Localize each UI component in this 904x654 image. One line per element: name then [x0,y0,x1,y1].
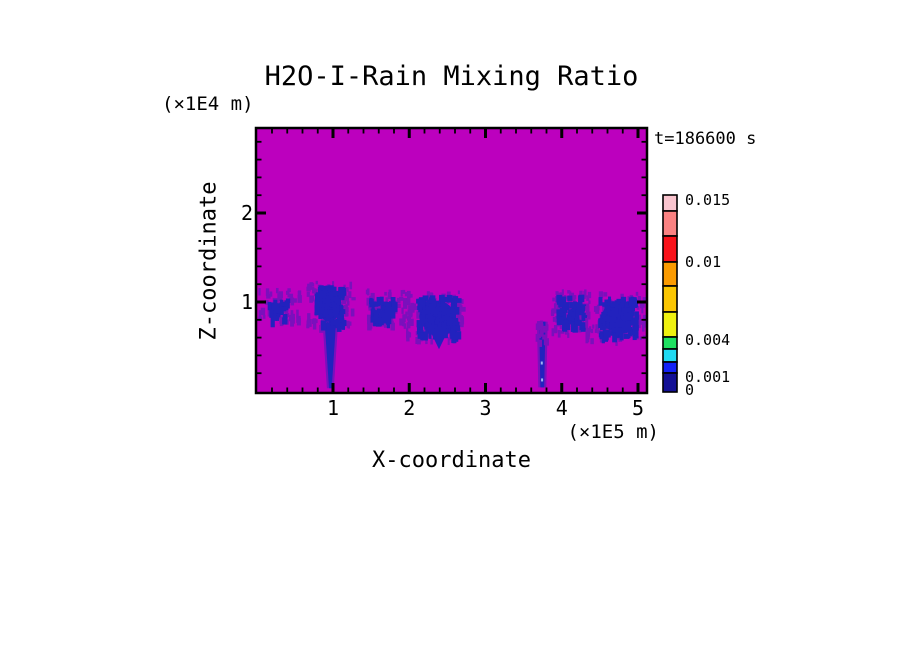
colorbar-segment [662,210,678,237]
rain-cells-layer [258,280,647,389]
rain-cell [365,288,413,331]
field-background [256,128,647,393]
x-tick-label: 5 [631,396,645,420]
rain-cell [306,280,356,389]
x-tick-label: 3 [479,396,492,420]
colorbar-segment [662,235,678,263]
rain-cell [550,289,590,340]
tick-marks [257,129,646,392]
plot-frame [254,126,649,395]
colorbar-segment [662,285,678,313]
colorbar-tick-label: 0.015 [685,191,731,209]
colorbar-segment [662,372,678,393]
chart-title: H2O-I-Rain Mixing Ratio [264,61,639,92]
x-tick-label: 4 [555,396,568,420]
colorbar-segment [662,311,678,338]
time-label: t=186600 s [654,129,757,149]
rain-cell-vee-tip [429,328,449,350]
rain-cell [535,320,550,388]
colorbar-segment [662,336,678,350]
colorbar-segment [662,348,678,363]
colorbar-tick-label: 0 [685,381,695,399]
z-axis-unit-label: (×1E4 m) [162,93,254,115]
colorbar-segment [662,361,678,374]
x-axis-title: X-coordinate [372,448,531,473]
colorbar-tick-label: 0.01 [685,253,722,271]
colorbar [662,194,678,393]
rain-cell [406,290,466,350]
z-tick-label: 2 [240,201,253,225]
colorbar-tick-label: 0.001 [685,368,731,386]
z-tick-label: 1 [240,290,253,314]
x-tick-label: 2 [403,396,416,420]
x-tick-label: 1 [326,396,340,420]
colorbar-segment [662,261,678,287]
rain-cell [585,291,647,346]
rain-streak [324,321,337,389]
rain-cell [258,287,302,328]
x-axis-unit-label: (×1E5 m) [567,421,659,443]
colorbar-tick-label: 0.004 [685,331,731,349]
colorbar-segment [662,194,678,212]
